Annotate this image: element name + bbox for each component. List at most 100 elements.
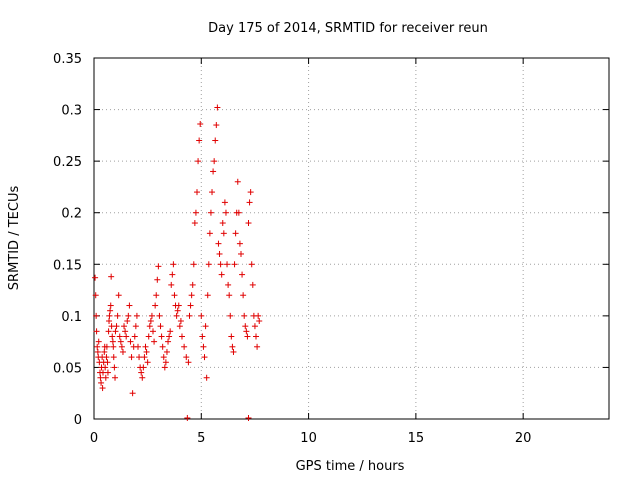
x-tick-label: 0 <box>90 431 98 446</box>
data-point <box>104 369 111 376</box>
data-point <box>177 318 184 325</box>
x-tick-labels: 0 5 10 15 20 <box>90 431 532 446</box>
data-point <box>216 250 223 257</box>
data-point <box>109 333 116 340</box>
data-point <box>237 250 244 257</box>
data-point <box>140 364 147 371</box>
data-point <box>121 323 128 330</box>
data-point <box>191 220 198 227</box>
data-point <box>139 374 146 381</box>
data-point <box>138 369 145 376</box>
data-point <box>122 328 129 335</box>
data-point <box>201 354 208 361</box>
data-point <box>225 281 232 288</box>
data-point <box>118 343 125 350</box>
data-point <box>134 343 141 350</box>
data-point <box>143 348 150 355</box>
data-point <box>165 338 172 345</box>
data-point <box>136 354 143 361</box>
data-point <box>196 137 203 144</box>
data-point <box>251 323 258 330</box>
data-point <box>144 359 151 366</box>
data-point <box>150 328 157 335</box>
data-point <box>106 312 113 319</box>
data-point <box>111 364 118 371</box>
data-point <box>101 348 108 355</box>
x-axis-title: GPS time / hours <box>296 459 405 474</box>
data-point <box>183 354 190 361</box>
data-point <box>162 359 169 366</box>
data-point <box>114 312 121 319</box>
data-point <box>185 359 192 366</box>
data-point <box>167 328 174 335</box>
y-axis-title: SRMTID / TECUs <box>7 186 22 291</box>
data-points <box>92 104 263 421</box>
data-point <box>97 374 104 381</box>
data-point <box>204 292 211 299</box>
data-point <box>119 348 126 355</box>
data-point <box>246 199 253 206</box>
data-point <box>239 271 246 278</box>
data-point <box>195 158 202 165</box>
data-point <box>125 312 132 319</box>
data-point <box>169 271 176 278</box>
data-point <box>94 348 101 355</box>
data-point <box>155 263 162 270</box>
data-point <box>110 354 117 361</box>
data-point <box>147 318 154 325</box>
data-point <box>178 333 185 340</box>
data-point <box>217 261 224 268</box>
data-point <box>105 328 112 335</box>
x-tick-label: 5 <box>197 431 205 446</box>
data-point <box>254 343 261 350</box>
y-tick-label: 0.1 <box>61 310 82 325</box>
data-point <box>219 220 226 227</box>
data-point <box>113 323 120 330</box>
data-point <box>159 343 166 350</box>
data-point <box>186 312 193 319</box>
data-point <box>174 307 181 314</box>
data-point <box>240 292 247 299</box>
data-point <box>234 178 241 185</box>
data-point <box>230 348 237 355</box>
data-point <box>190 261 197 268</box>
data-point <box>197 121 204 128</box>
y-tick-label: 0 <box>74 413 82 428</box>
data-point <box>176 323 183 330</box>
data-point <box>132 323 139 330</box>
data-point <box>102 364 109 371</box>
data-point <box>163 348 170 355</box>
data-point <box>161 364 168 371</box>
data-point <box>188 292 195 299</box>
data-point <box>244 333 251 340</box>
data-point <box>107 302 114 309</box>
data-point <box>104 359 111 366</box>
y-tick-label: 0.05 <box>53 361 82 376</box>
data-point <box>212 137 219 144</box>
data-point <box>133 312 140 319</box>
data-point <box>131 333 138 340</box>
data-point <box>151 338 158 345</box>
data-point <box>146 323 153 330</box>
data-point <box>175 302 182 309</box>
data-point <box>222 209 229 216</box>
data-point <box>192 209 199 216</box>
data-point <box>194 189 200 196</box>
data-point <box>103 354 110 361</box>
data-point <box>141 354 148 361</box>
axis-ticks <box>93 57 609 420</box>
data-point <box>124 318 131 325</box>
data-point <box>173 312 180 319</box>
data-point <box>235 209 242 216</box>
data-point <box>221 199 228 206</box>
data-point <box>228 333 235 340</box>
data-point <box>236 240 243 247</box>
data-point <box>95 338 102 345</box>
data-point <box>99 385 106 392</box>
y-tick-label: 0.25 <box>53 155 82 170</box>
data-point <box>215 240 222 247</box>
data-point <box>184 414 191 421</box>
data-point <box>200 343 207 350</box>
data-point <box>126 302 133 309</box>
